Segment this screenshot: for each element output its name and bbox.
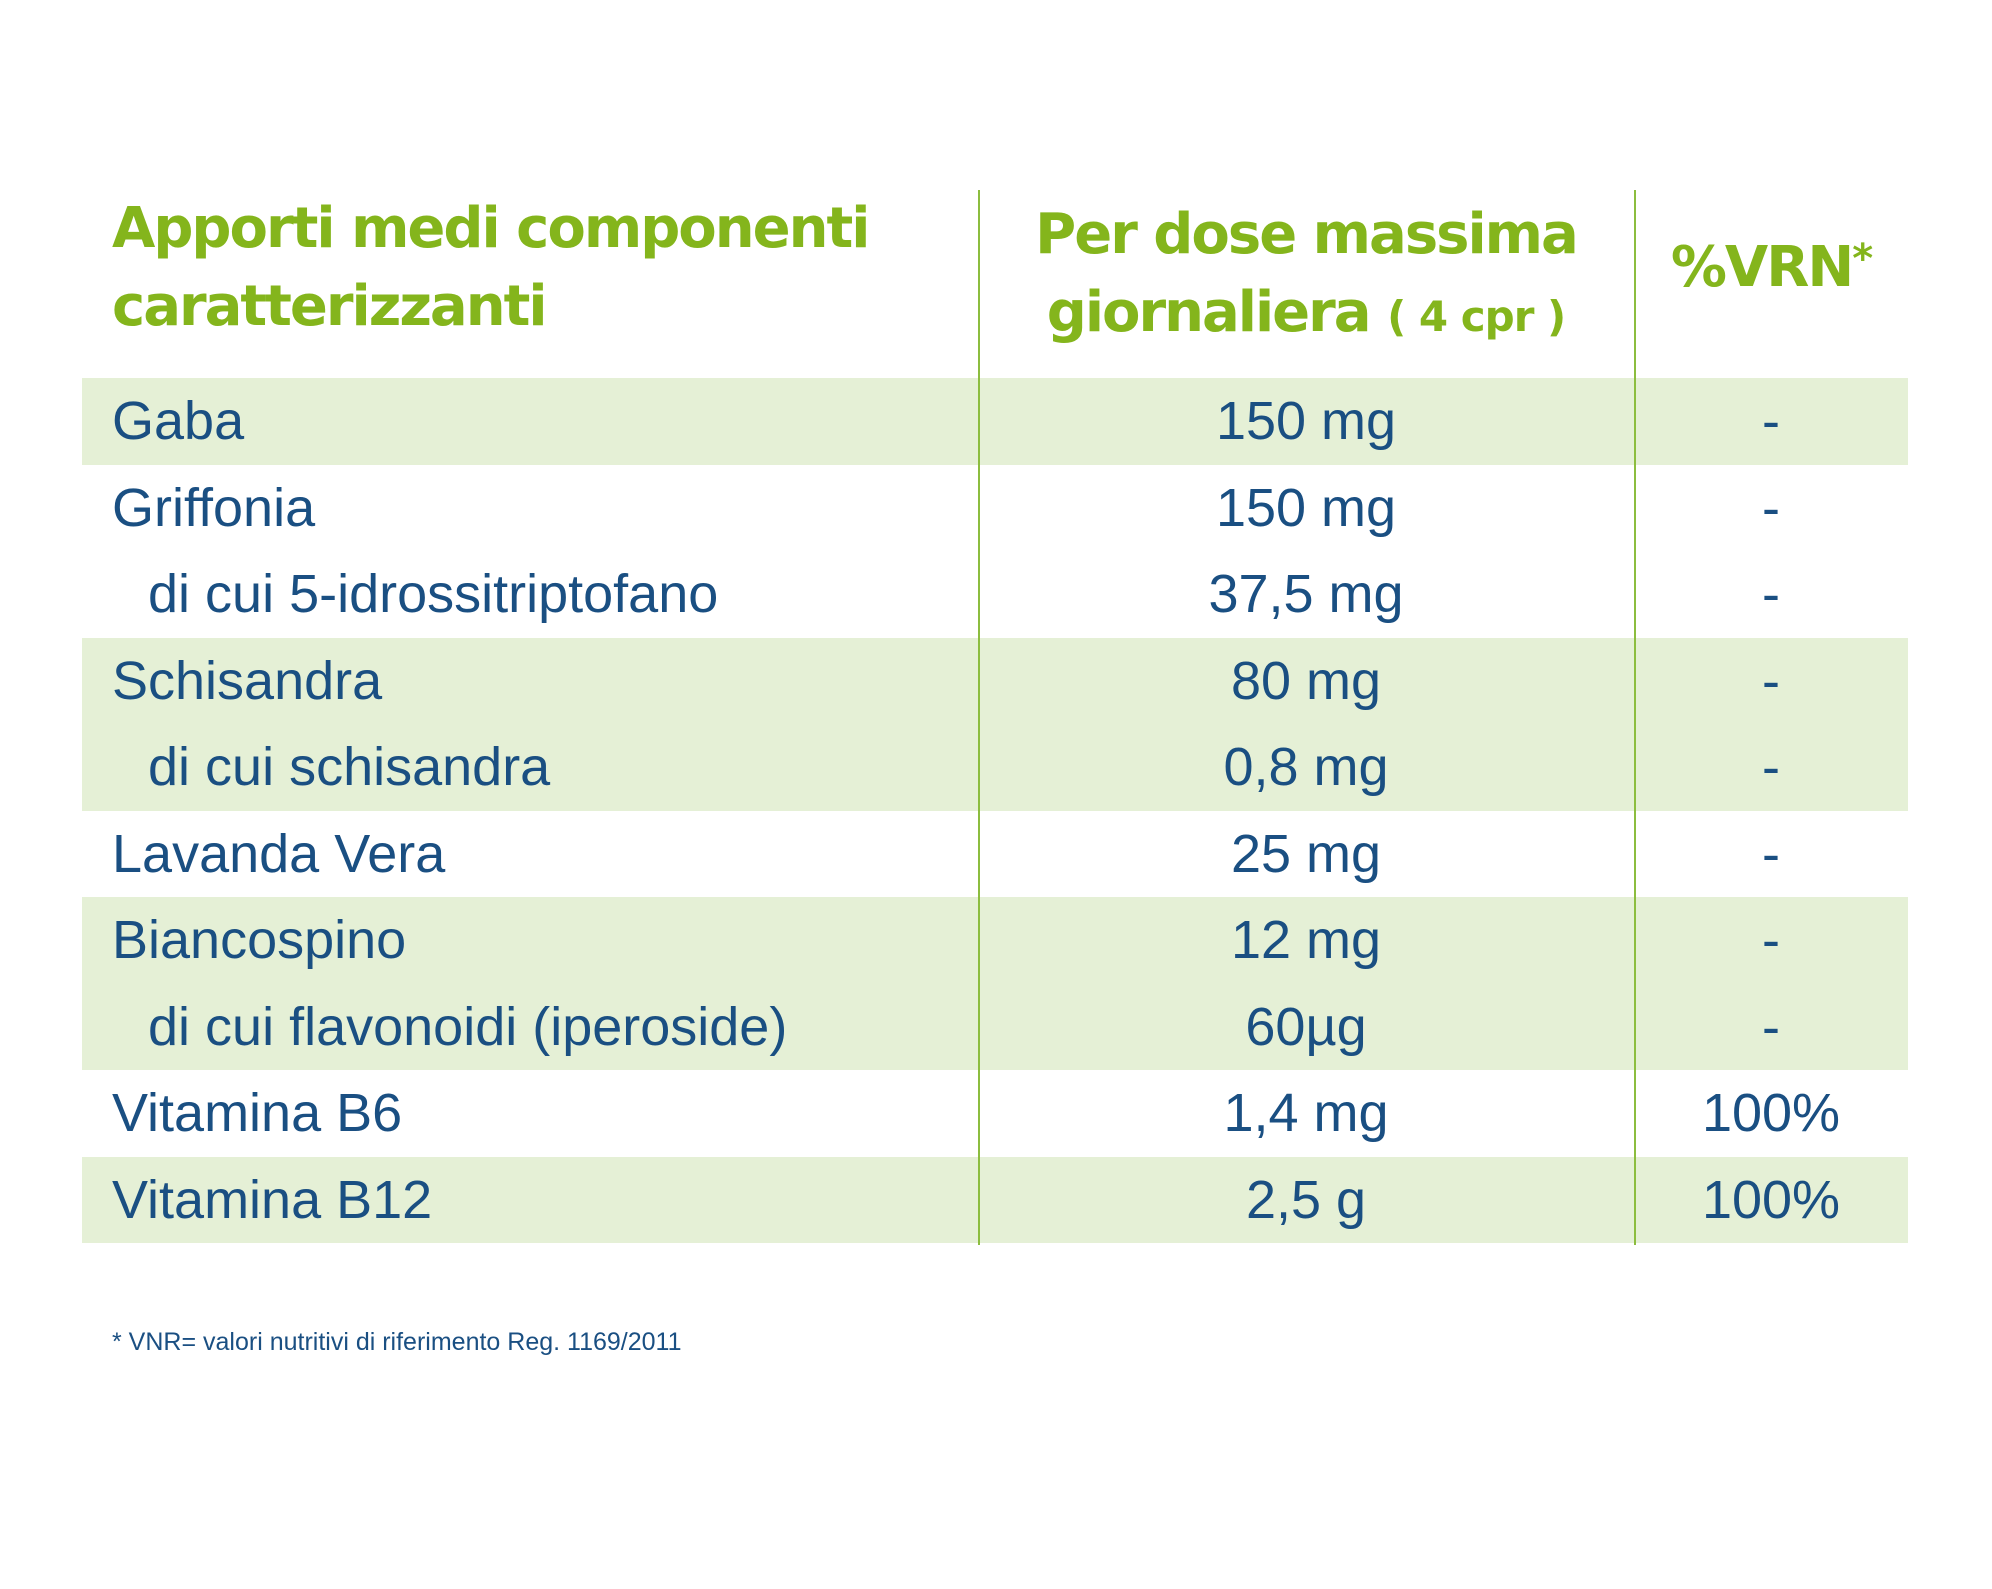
table-header: Apporti medi componenti caratterizzanti … xyxy=(82,190,1908,378)
dose-value: 2,5 g xyxy=(1245,1169,1367,1230)
dose-value: 1,4 mg xyxy=(1223,1083,1389,1143)
component-name: Schisandra xyxy=(112,650,383,711)
vrn-value: - xyxy=(1762,737,1780,797)
header-components: Apporti medi componenti caratterizzanti xyxy=(112,196,870,339)
header-vrn: %VRN* xyxy=(1634,220,1908,307)
dose-value: 12 mg xyxy=(1230,910,1382,970)
table-body: Gaba 150 mg - Griffonia 150 mg - di cui … xyxy=(82,378,1908,1243)
table-row: Schisandra 80 mg - xyxy=(82,637,1908,724)
component-name: Gaba xyxy=(112,391,245,451)
header-dose-note: ( 4 cpr ) xyxy=(1387,292,1566,341)
vrn-value: - xyxy=(1762,477,1780,538)
dose-value: 60µg xyxy=(1245,996,1367,1057)
vrn-value: 100% xyxy=(1701,1169,1841,1230)
table-row: di cui flavonoidi (iperoside) 60µg - xyxy=(82,983,1908,1070)
table-row: di cui 5-idrossitriptofano 37,5 mg - xyxy=(82,551,1908,638)
table-row: Griffonia 150 mg - xyxy=(82,465,1908,552)
component-name: Griffonia xyxy=(112,477,316,538)
column-divider xyxy=(1634,190,1636,1245)
component-name: di cui 5-idrossitriptofano xyxy=(148,564,719,624)
dose-value: 37,5 mg xyxy=(1208,564,1404,624)
dose-value: 0,8 mg xyxy=(1223,737,1389,797)
table-row: Biancospino 12 mg - xyxy=(82,897,1908,984)
component-name: Vitamina B6 xyxy=(112,1083,403,1143)
column-divider xyxy=(978,190,980,1245)
header-dose: Per dose massima giornaliera ( 4 cpr ) xyxy=(978,196,1634,356)
vrn-value: - xyxy=(1762,564,1780,624)
footnote: * VNR= valori nutritivi di riferimento R… xyxy=(112,1328,682,1356)
vrn-value: - xyxy=(1762,823,1780,884)
vrn-value: - xyxy=(1762,910,1780,970)
table-row: di cui schisandra 0,8 mg - xyxy=(82,724,1908,811)
table-row: Lavanda Vera 25 mg - xyxy=(82,811,1908,898)
dose-value: 150 mg xyxy=(1215,477,1397,538)
component-name: Lavanda Vera xyxy=(112,823,446,884)
nutrition-table: Apporti medi componenti caratterizzanti … xyxy=(82,190,1908,1245)
component-name: Vitamina B12 xyxy=(112,1169,433,1230)
dose-value: 80 mg xyxy=(1230,650,1382,711)
dose-value: 150 mg xyxy=(1215,391,1397,451)
table-row: Vitamina B6 1,4 mg 100% xyxy=(82,1070,1908,1157)
vrn-value: - xyxy=(1762,650,1780,711)
vrn-value: 100% xyxy=(1701,1083,1841,1143)
header-vrn-star: * xyxy=(1852,236,1873,282)
table-row: Gaba 150 mg - xyxy=(82,378,1908,465)
header-dose-label: Per dose massima giornaliera xyxy=(1035,202,1579,345)
component-name: Biancospino xyxy=(112,910,407,970)
table-row: Vitamina B12 2,5 g 100% xyxy=(82,1156,1908,1243)
dose-value: 25 mg xyxy=(1230,823,1382,884)
header-vrn-label: %VRN xyxy=(1670,235,1854,300)
vrn-value: - xyxy=(1762,996,1780,1057)
component-name: di cui schisandra xyxy=(148,737,551,797)
vrn-value: - xyxy=(1762,391,1780,451)
component-name: di cui flavonoidi (iperoside) xyxy=(148,996,788,1057)
